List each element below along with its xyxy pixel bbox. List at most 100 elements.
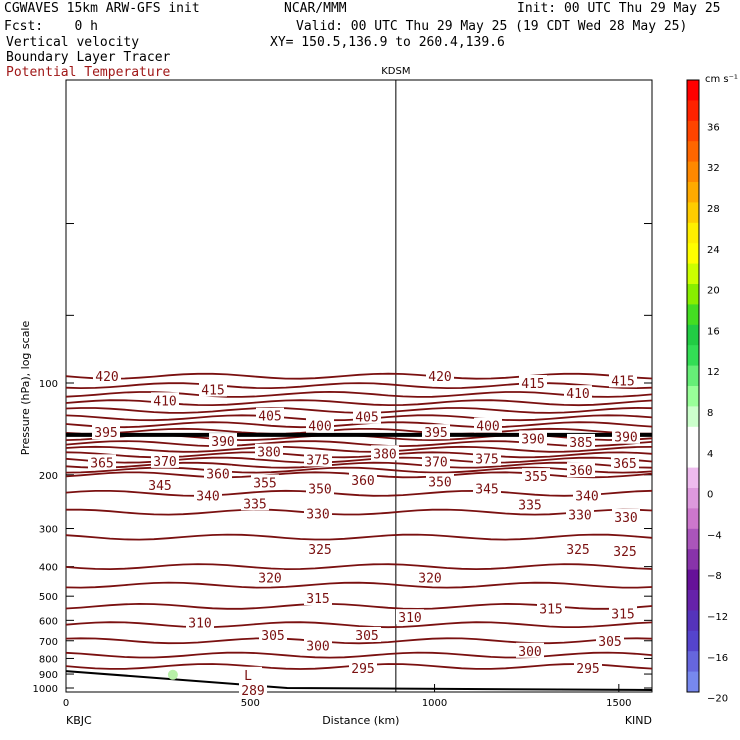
isentrope-line — [65, 651, 653, 659]
cross-section-xy: XY= 150.5,136.9 to 260.4,139.6 — [270, 35, 505, 50]
contour-label: 305 — [598, 635, 621, 650]
contour-label: 295 — [576, 662, 599, 677]
colorbar-cell — [687, 304, 699, 326]
contour-label-bg — [564, 385, 592, 401]
isentrope-line — [65, 581, 653, 589]
contour-label-bg — [611, 455, 639, 471]
colorbar-cell — [687, 161, 699, 183]
colorbar-cell — [687, 467, 699, 489]
isentrope-line — [65, 445, 653, 453]
contour-label-bg — [573, 487, 601, 503]
contour-label-bg — [519, 430, 547, 446]
contour-label: 340 — [196, 490, 219, 505]
colorbar-label: −16 — [707, 653, 728, 664]
contour-label: 289 — [241, 684, 264, 699]
x-tick-label: 1500 — [606, 698, 631, 709]
contour-label-bg — [256, 407, 284, 423]
colorbar-cell — [687, 610, 699, 632]
contour-label: 360 — [569, 464, 592, 479]
terrain-line — [65, 670, 653, 691]
y-tick-label: 700 — [39, 637, 58, 648]
contour-label: 385 — [569, 436, 592, 451]
contour-label-bg — [256, 569, 284, 585]
contour-label-bg — [574, 660, 602, 676]
org-label: NCAR/MMM — [284, 1, 347, 16]
x-tick-label: 500 — [241, 698, 260, 709]
contour-label: 380 — [257, 446, 280, 461]
contour-label: 415 — [611, 374, 634, 389]
contour-label: 315 — [306, 592, 329, 607]
contour-label: 295 — [351, 662, 374, 677]
contour-label: 390 — [614, 431, 637, 446]
colorbar-cell — [687, 426, 699, 448]
contour-label: 330 — [306, 508, 329, 523]
y-tick-label: 300 — [39, 525, 58, 536]
contour-label: 325 — [308, 543, 331, 558]
contour-label: 350 — [428, 475, 451, 490]
isentrope-line — [65, 372, 653, 380]
colorbar-label: −20 — [707, 694, 728, 705]
contour-label-bg — [596, 632, 624, 648]
colorbar-cell — [687, 508, 699, 530]
contour-label-bg — [306, 417, 334, 433]
isentrope-line — [66, 508, 653, 516]
contour-label: 355 — [524, 470, 547, 485]
contour-label-bg — [204, 465, 232, 481]
contour-label: 370 — [424, 456, 447, 471]
contour-label-bg — [422, 453, 450, 469]
contour-label-bg — [422, 424, 450, 440]
contour-label: 410 — [566, 387, 589, 402]
contour-label-bg — [304, 451, 332, 467]
colorbar-cell — [687, 406, 699, 428]
contour-label-bg — [349, 660, 377, 676]
contour-label: 315 — [539, 602, 562, 617]
isentrope-line — [65, 421, 653, 429]
colorbar-cell — [687, 671, 699, 693]
contour-label: 345 — [148, 479, 171, 494]
colorbar-cell — [687, 324, 699, 346]
contour-label: 400 — [308, 420, 331, 435]
colorbar-label: 20 — [707, 286, 720, 297]
colorbar-cell — [687, 222, 699, 244]
colorbar-cell — [687, 284, 699, 305]
field-potential-temperature: Potential Temperature — [6, 65, 171, 80]
y-tick-label: 500 — [39, 592, 58, 603]
x-tick-label: 0 — [63, 698, 69, 709]
contour-label-bg — [349, 472, 377, 488]
isentrope-line — [65, 637, 653, 645]
contour-label-bg — [259, 626, 287, 642]
colorbar-cell — [687, 590, 699, 611]
contour-label: 415 — [201, 383, 224, 398]
contour-label-bg — [304, 637, 332, 653]
contour-label-bg — [353, 626, 381, 642]
contour-label-bg — [234, 666, 262, 682]
contour-label: 375 — [306, 453, 329, 468]
isentrope-line — [65, 427, 652, 435]
y-tick-label: 600 — [39, 616, 58, 627]
contour-label: 395 — [94, 426, 117, 441]
colorbar-cell — [687, 569, 699, 591]
colorbar-cell — [687, 528, 699, 550]
colorbar-label: −8 — [707, 571, 722, 582]
contour-label: 300 — [518, 645, 541, 660]
contour-label-bg — [151, 452, 179, 468]
colorbar-cell — [687, 345, 699, 367]
contour-label-bg — [516, 642, 544, 658]
contour-label-bg — [567, 433, 595, 449]
contour-label-bg — [306, 540, 334, 556]
contour-label-bg — [426, 368, 454, 384]
colorbar-cell — [687, 488, 699, 509]
contour-label: 345 — [475, 483, 498, 498]
colorbar-cell — [687, 365, 699, 387]
contour-label-bg — [251, 474, 279, 490]
contour-label: 350 — [308, 483, 331, 498]
colorbar-cell — [687, 141, 699, 163]
contour-label: 365 — [90, 456, 113, 471]
contour-label: 305 — [261, 629, 284, 644]
isentrope-line — [65, 440, 653, 448]
contour-label-bg — [416, 569, 444, 585]
contour-label: 320 — [418, 572, 441, 587]
contour-label-bg — [612, 428, 640, 444]
station-marker-label: KDSM — [381, 66, 410, 77]
